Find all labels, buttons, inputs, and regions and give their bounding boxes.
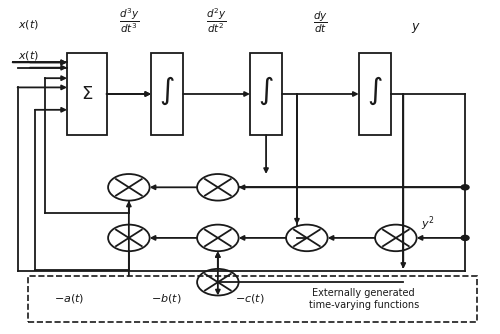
Text: $x(t)$: $x(t)$: [18, 18, 38, 31]
Circle shape: [461, 185, 469, 190]
Text: $\int$: $\int$: [258, 75, 274, 107]
Text: $-c(t)$: $-c(t)$: [235, 292, 265, 305]
Text: $\int$: $\int$: [367, 75, 382, 107]
Text: $x(t)$: $x(t)$: [18, 48, 38, 61]
Text: $y$: $y$: [410, 21, 420, 35]
Bar: [151, 53, 183, 135]
Bar: [28, 276, 477, 322]
Bar: [67, 53, 106, 135]
Bar: [359, 53, 391, 135]
Text: $\int$: $\int$: [160, 75, 175, 107]
Text: $-b(t)$: $-b(t)$: [150, 292, 181, 305]
Text: $\dfrac{d^2y}{dt^2}$: $\dfrac{d^2y}{dt^2}$: [206, 7, 227, 35]
Bar: [250, 53, 282, 135]
Text: $\dfrac{dy}{dt}$: $\dfrac{dy}{dt}$: [313, 10, 328, 35]
Text: Externally generated
time-varying functions: Externally generated time-varying functi…: [308, 288, 419, 310]
Text: $\Sigma$: $\Sigma$: [80, 85, 93, 103]
Text: $y^2$: $y^2$: [420, 214, 434, 233]
Text: $\dfrac{d^3y}{dt^3}$: $\dfrac{d^3y}{dt^3}$: [118, 7, 139, 35]
Text: $-a(t)$: $-a(t)$: [54, 292, 84, 305]
Circle shape: [461, 235, 469, 240]
